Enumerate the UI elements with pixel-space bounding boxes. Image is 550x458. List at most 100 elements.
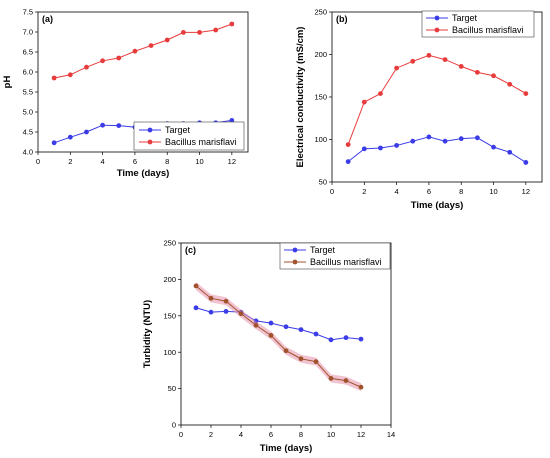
panel-label: (b) <box>336 14 348 24</box>
tick-layer: 0 2 4 6 8 10 12 14 0 50 100 150 200 250 <box>163 239 395 439</box>
series-target-point <box>298 327 304 333</box>
x-tick-label: 8 <box>459 187 463 196</box>
legend: Target Bacillus marisflavi <box>279 242 391 270</box>
series-bacillus-point <box>298 356 304 362</box>
y-tick-label: 4.5 <box>23 128 33 137</box>
series-bacillus-point <box>223 298 229 304</box>
series-target-point <box>507 149 513 155</box>
x-tick-label: 12 <box>228 157 236 166</box>
x-tick-label: 4 <box>101 157 105 166</box>
series-bacillus-line <box>195 285 362 388</box>
series-target-point <box>223 309 229 314</box>
series-bacillus-point <box>132 48 138 54</box>
series-target-point <box>361 146 367 152</box>
series-target-point <box>208 309 214 315</box>
series-target-point <box>116 123 122 128</box>
series-bacillus-point <box>180 30 186 35</box>
series-target-point <box>313 331 319 337</box>
series-bacillus-point <box>197 30 202 35</box>
series-bacillus-point <box>523 91 529 96</box>
x-tick-label: 12 <box>357 430 365 439</box>
series-bacillus-point <box>410 58 416 64</box>
series-target-point <box>410 138 416 144</box>
series-bacillus-point <box>378 91 383 96</box>
series-bacillus-point <box>458 64 464 69</box>
legend-marker-bacillus <box>434 27 440 33</box>
series-bacillus-point <box>268 333 274 338</box>
series-bacillus-point <box>208 295 214 301</box>
tick-layer: 0 2 4 6 8 10 12 50 100 150 200 250 <box>314 8 530 196</box>
x-tick-label: 4 <box>395 187 399 196</box>
series-bacillus-point <box>345 142 351 148</box>
y-tick-label: 200 <box>314 50 327 59</box>
y-tick-label: 4.0 <box>23 148 33 157</box>
series-target-point <box>523 160 529 165</box>
series-layer <box>345 52 529 165</box>
y-tick-label: 6.0 <box>23 68 33 77</box>
series-target-point <box>283 324 289 330</box>
series-target-point <box>84 129 89 135</box>
series-bacillus-line <box>54 23 233 79</box>
y-tick-label: 50 <box>319 178 327 187</box>
series-bacillus-point <box>253 322 259 328</box>
series-bacillus-point <box>148 43 154 48</box>
series-bacillus-point <box>343 378 349 383</box>
legend: Target Bacillus marisflavi <box>133 121 245 151</box>
y-tick-label: 0 <box>172 421 176 430</box>
series-bacillus-point <box>213 27 219 33</box>
y-tick-label: 250 <box>314 8 327 17</box>
tick-layer: 0 2 4 6 8 10 12 4.0 4.5 5.0 5.5 6.0 6.5 7.0 7.5 <box>23 8 236 166</box>
series-target-point <box>100 122 106 128</box>
series-bacillus-point <box>328 376 334 381</box>
series-bacillus-point <box>283 348 289 354</box>
x-axis-title: Time (days) <box>117 168 170 179</box>
series-target-point <box>328 337 334 343</box>
series-target-point <box>343 335 349 341</box>
legend-box <box>279 242 391 270</box>
y-tick-label: 6.5 <box>23 48 33 57</box>
y-tick-label: 7.0 <box>23 28 33 37</box>
y-tick-label: 100 <box>314 135 327 144</box>
legend-marker-bacillus <box>147 139 153 145</box>
chart-panel-c: (c) Time (days) Turbidity (NTU) 0 2 4 6 8 10 1… <box>142 239 395 454</box>
legend-label-target: Target <box>310 245 336 255</box>
x-tick-label: 6 <box>269 430 273 439</box>
x-tick-label: 12 <box>522 187 530 196</box>
series-bacillus-error-band <box>196 281 361 392</box>
y-tick-label: 200 <box>163 275 176 284</box>
y-tick-label: 5.5 <box>23 88 33 97</box>
series-bacillus-point <box>358 384 364 390</box>
y-tick-label: 250 <box>163 239 176 248</box>
series-bacillus-point <box>229 21 235 27</box>
series-target-point <box>458 136 464 142</box>
y-tick-label: 5.0 <box>23 108 33 117</box>
x-tick-label: 10 <box>195 157 203 166</box>
series-bacillus-point <box>51 75 57 81</box>
x-tick-label: 14 <box>387 430 395 439</box>
x-axis-title: Time (days) <box>260 443 313 454</box>
legend-box <box>133 121 245 151</box>
y-axis-title: Turbidity (NTU) <box>142 300 153 368</box>
y-tick-label: 100 <box>163 348 176 357</box>
series-bacillus-point <box>193 283 199 289</box>
series-layer <box>193 281 364 392</box>
y-axis-title: Electrical conductivity (mS/cm) <box>295 27 306 168</box>
x-tick-label: 2 <box>362 187 366 196</box>
legend-box <box>421 10 535 38</box>
series-bacillus-point <box>474 69 480 75</box>
series-target-point <box>442 138 448 144</box>
x-tick-label: 8 <box>299 430 303 439</box>
y-tick-label: 7.5 <box>23 8 33 17</box>
series-target-point <box>345 159 351 165</box>
x-tick-label: 0 <box>179 430 183 439</box>
x-tick-label: 10 <box>489 187 497 196</box>
x-tick-label: 2 <box>68 157 72 166</box>
legend-marker-target <box>434 15 440 21</box>
plot-area-frame <box>180 242 392 426</box>
plot-area-frame <box>37 11 249 153</box>
series-bacillus-point <box>100 58 106 64</box>
series-target-point <box>491 144 496 150</box>
x-tick-label: 0 <box>36 157 40 166</box>
series-target-point <box>378 145 383 151</box>
plot-area-frame <box>331 11 543 183</box>
